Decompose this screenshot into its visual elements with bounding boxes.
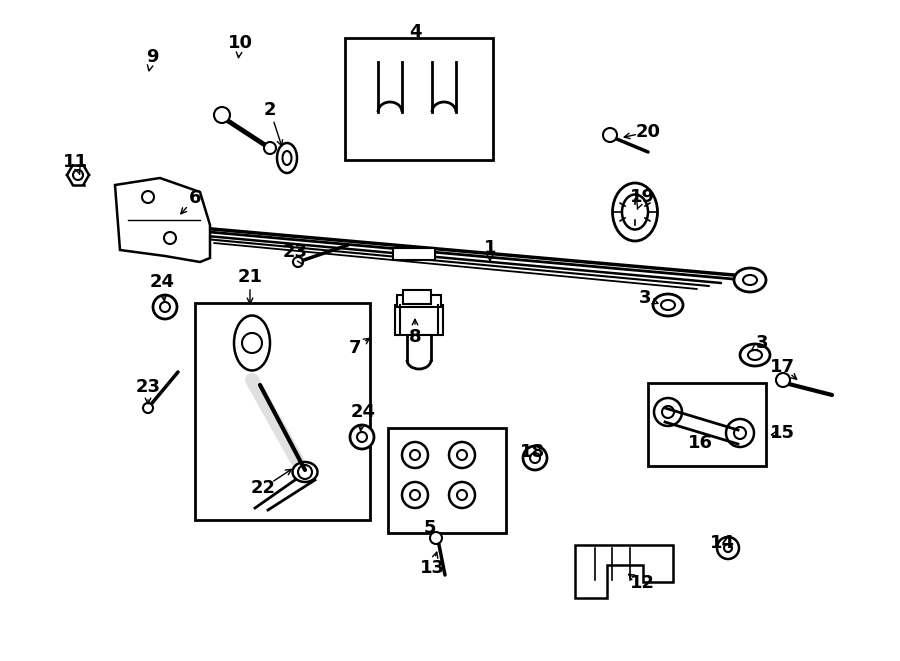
Circle shape (449, 482, 475, 508)
Circle shape (734, 427, 746, 439)
Bar (195, 303, 370, 520)
Ellipse shape (743, 275, 757, 285)
Circle shape (410, 490, 420, 500)
Ellipse shape (740, 344, 770, 366)
Circle shape (402, 442, 428, 468)
Circle shape (357, 432, 367, 442)
Circle shape (214, 107, 230, 123)
Circle shape (160, 302, 170, 312)
Circle shape (603, 128, 617, 142)
Ellipse shape (613, 183, 658, 241)
Circle shape (242, 333, 262, 353)
Circle shape (449, 442, 475, 468)
Circle shape (293, 257, 303, 267)
Text: 24: 24 (350, 403, 375, 421)
Circle shape (457, 450, 467, 460)
Bar (403, 290, 431, 304)
Circle shape (142, 191, 154, 203)
Circle shape (264, 142, 276, 154)
Ellipse shape (234, 315, 270, 371)
Bar (395, 305, 443, 335)
Circle shape (717, 537, 739, 559)
Circle shape (402, 482, 428, 508)
Circle shape (350, 425, 374, 449)
Bar (397, 295, 441, 307)
Text: 18: 18 (520, 443, 545, 461)
Bar (393, 248, 435, 260)
Circle shape (726, 419, 754, 447)
Text: 16: 16 (688, 434, 713, 452)
Ellipse shape (168, 224, 184, 236)
Circle shape (530, 453, 540, 463)
Text: 11: 11 (62, 153, 87, 171)
Bar (345, 38, 493, 160)
Text: 5: 5 (424, 519, 436, 537)
Text: 6: 6 (189, 189, 202, 207)
Ellipse shape (292, 462, 318, 482)
Text: 12: 12 (629, 574, 654, 592)
Text: 3: 3 (639, 289, 652, 307)
Text: 22: 22 (250, 479, 275, 497)
Ellipse shape (283, 151, 292, 165)
Text: 4: 4 (409, 23, 421, 41)
Circle shape (164, 232, 176, 244)
Ellipse shape (661, 300, 675, 310)
Text: 8: 8 (409, 328, 421, 346)
Text: 10: 10 (228, 34, 253, 52)
Text: 9: 9 (146, 48, 158, 66)
Text: 19: 19 (629, 188, 654, 206)
Ellipse shape (748, 350, 762, 360)
Polygon shape (115, 178, 210, 262)
Text: 23: 23 (136, 378, 160, 396)
Ellipse shape (277, 143, 297, 173)
Text: 3: 3 (756, 334, 769, 352)
Text: 23: 23 (283, 243, 308, 261)
Circle shape (430, 532, 442, 544)
Circle shape (776, 373, 790, 387)
Text: 24: 24 (149, 273, 175, 291)
Circle shape (410, 450, 420, 460)
Circle shape (662, 406, 674, 418)
Circle shape (523, 446, 547, 470)
Text: 17: 17 (770, 358, 795, 376)
Ellipse shape (734, 268, 766, 292)
Text: 1: 1 (484, 239, 496, 257)
Circle shape (654, 398, 682, 426)
Text: 14: 14 (709, 534, 734, 552)
Text: 20: 20 (635, 123, 661, 141)
Circle shape (724, 544, 732, 552)
Ellipse shape (653, 294, 683, 316)
Bar (388, 428, 506, 533)
Text: 21: 21 (238, 268, 263, 286)
Ellipse shape (622, 194, 648, 229)
Ellipse shape (158, 216, 194, 244)
Circle shape (73, 170, 83, 180)
Text: 2: 2 (264, 101, 276, 119)
Text: 15: 15 (770, 424, 795, 442)
Polygon shape (575, 545, 673, 598)
Circle shape (457, 490, 467, 500)
Text: 7: 7 (349, 339, 361, 357)
Circle shape (143, 403, 153, 413)
Circle shape (298, 465, 312, 479)
Bar (648, 383, 766, 466)
Text: 13: 13 (419, 559, 445, 577)
Circle shape (153, 295, 177, 319)
